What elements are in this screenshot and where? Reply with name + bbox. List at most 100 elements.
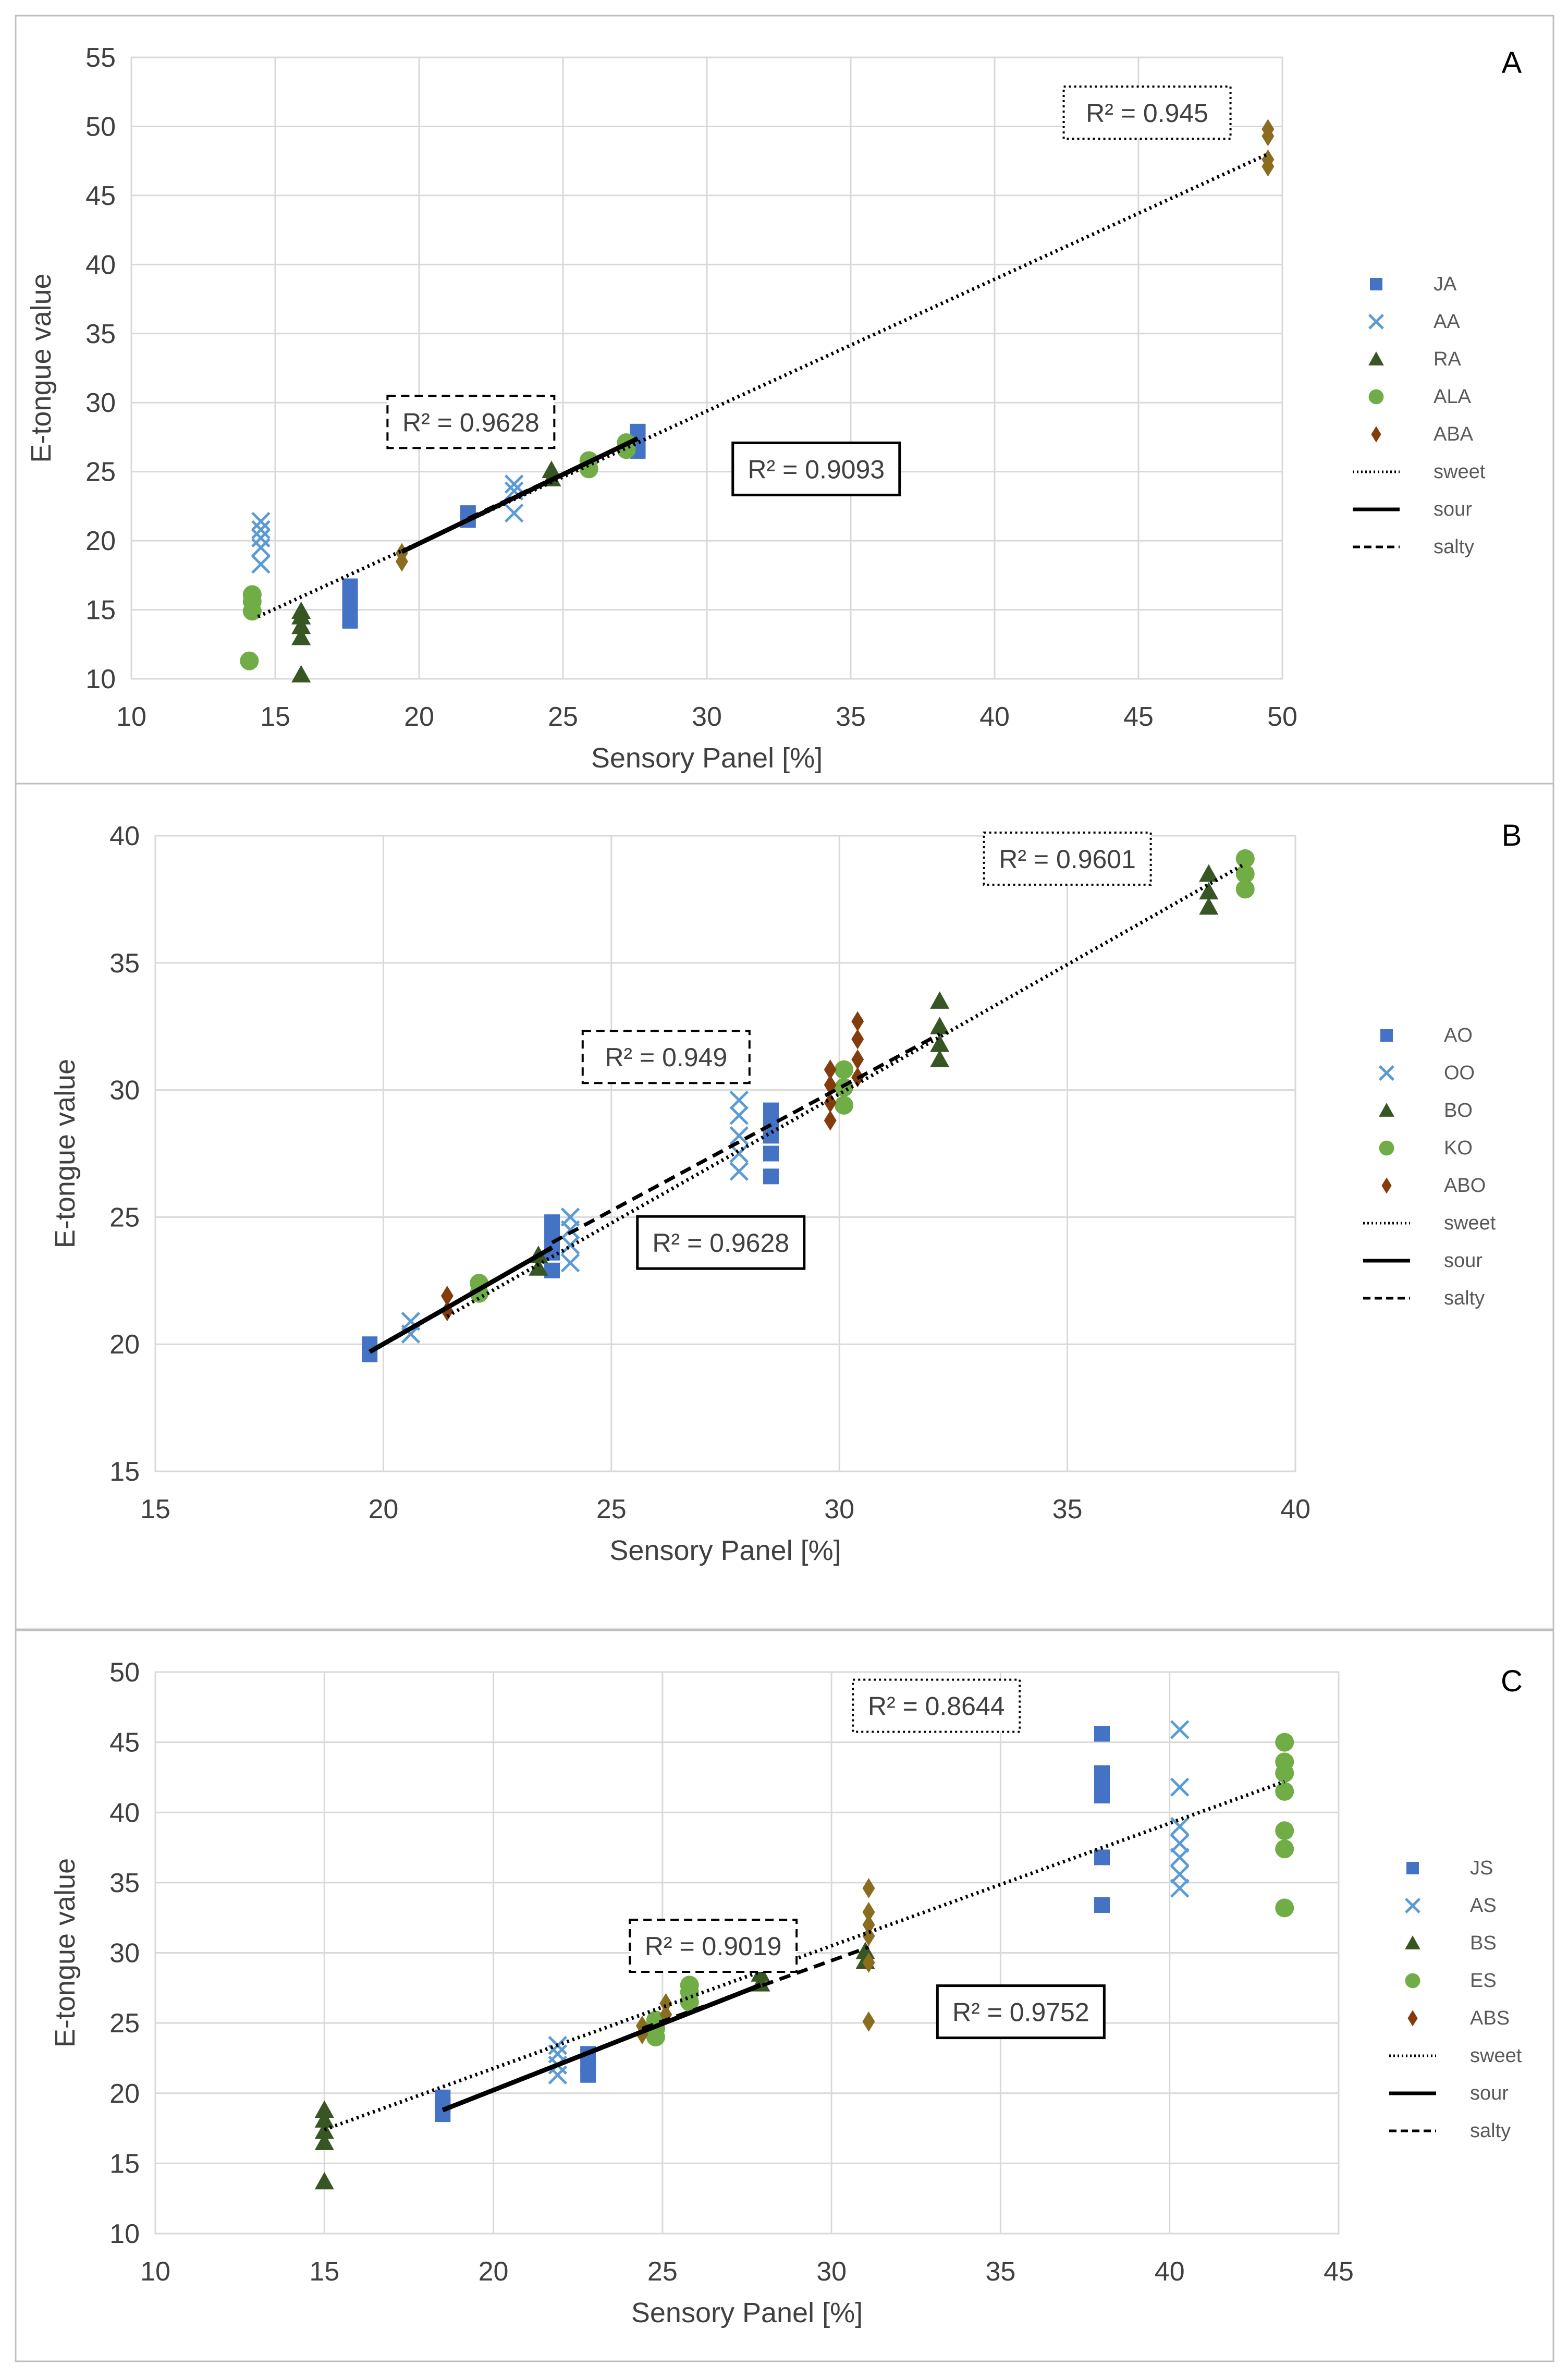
data-point-ao bbox=[544, 1214, 560, 1230]
panel-b-r2-label: R² = 0.9628 bbox=[652, 1228, 789, 1258]
data-point-oo-stroke-b bbox=[729, 1090, 749, 1110]
panel-a-xtick-label: 40 bbox=[979, 702, 1010, 732]
data-point-as-stroke-b bbox=[1170, 1720, 1190, 1739]
data-point-bo bbox=[1199, 882, 1219, 900]
data-point-bs bbox=[314, 2121, 334, 2139]
data-point-oo-stroke-b bbox=[401, 1312, 421, 1331]
panel-c-r2-label: R² = 0.9019 bbox=[645, 1932, 782, 1961]
data-point-aa bbox=[504, 474, 524, 494]
panel-b-x-axis-title: Sensory Panel [%] bbox=[609, 1535, 841, 1566]
data-point-oo-stroke-b bbox=[729, 1106, 749, 1125]
data-point-bs bbox=[855, 1942, 875, 1959]
panel-b-legend-label: ABO bbox=[1444, 1175, 1486, 1197]
panel-c-xtick-label: 25 bbox=[647, 2257, 678, 2287]
data-point-as bbox=[1170, 1879, 1190, 1898]
panel-c-xtick-label: 45 bbox=[1324, 2257, 1354, 2287]
data-point-oo-stroke-b bbox=[729, 1144, 749, 1163]
data-point-as bbox=[1170, 1848, 1190, 1867]
panel-a-ytick-label: 40 bbox=[85, 250, 116, 280]
panel-b-legend-marker-ko bbox=[1379, 1140, 1394, 1156]
panel-a: 10 15 20 25 30 35 40 45 50 10 15 20 25 30 35 40 45 50 55 Se… bbox=[15, 15, 1554, 788]
panel-c-r2-box bbox=[936, 1984, 1106, 2040]
data-point-ao bbox=[763, 1128, 779, 1144]
panel-a-y-axis-title: E-tongue value bbox=[26, 273, 57, 462]
panel-b-legend-label: sweet bbox=[1444, 1212, 1496, 1234]
panel-b-trendline-sweet bbox=[446, 862, 1246, 1318]
data-point-bo bbox=[1199, 897, 1219, 915]
panel-a-legend-label: sour bbox=[1434, 498, 1472, 520]
panel-c-legend-label: sour bbox=[1470, 2082, 1509, 2104]
data-point-bs bbox=[314, 2110, 334, 2128]
panel-b-legend-marker-oo-stroke-b bbox=[1379, 1065, 1394, 1081]
data-point-oo bbox=[729, 1090, 749, 1110]
panel-b-xtick-label: 30 bbox=[824, 1494, 854, 1525]
data-point-oo bbox=[560, 1208, 580, 1227]
panel-a-xtick-label: 10 bbox=[116, 702, 146, 732]
panel-a-x-axis-title: Sensory Panel [%] bbox=[591, 742, 823, 774]
panel-a-ytick-label: 35 bbox=[85, 319, 116, 349]
panel-c-ytick-label: 25 bbox=[109, 2008, 140, 2039]
panel-c-xtick-label: 15 bbox=[309, 2257, 339, 2287]
data-point-oo bbox=[729, 1106, 749, 1125]
data-point-ra bbox=[542, 460, 561, 478]
panel-a-legend-label: AA bbox=[1434, 311, 1460, 333]
panel-b-trendline-salty bbox=[551, 1032, 941, 1245]
panel-a-trendline-salty bbox=[467, 436, 639, 520]
panel-a-r2-box bbox=[1062, 85, 1232, 140]
panel-b-legend-label: AO bbox=[1444, 1025, 1473, 1046]
data-point-as bbox=[1170, 1834, 1190, 1853]
panel-a-xtick-label: 50 bbox=[1267, 702, 1297, 732]
panel-b-trendline-sour bbox=[368, 1246, 554, 1354]
panel-c-series-bs bbox=[314, 1942, 875, 2190]
data-point-abs bbox=[862, 1914, 875, 1935]
panel-b-series-oo bbox=[401, 1090, 749, 1344]
panel-a-ytick-label: 25 bbox=[85, 457, 116, 487]
data-point-js bbox=[1094, 1726, 1110, 1742]
data-point-oo-stroke-b bbox=[560, 1253, 580, 1273]
panel-c-r2-box bbox=[852, 1678, 1021, 1733]
data-point-oo bbox=[729, 1126, 749, 1145]
data-point-aa bbox=[251, 511, 271, 531]
data-point-ko bbox=[1235, 849, 1255, 868]
panel-b-ytick-label: 35 bbox=[109, 948, 140, 979]
panel-b-xtick-label: 20 bbox=[368, 1494, 398, 1525]
data-point-ko bbox=[1235, 864, 1255, 884]
panel-a-legend-marker-ja bbox=[1370, 278, 1382, 290]
panel-a-r2-label: R² = 0.9628 bbox=[402, 408, 540, 437]
data-point-bo bbox=[930, 1017, 950, 1034]
panel-c-legend-label: AS bbox=[1470, 1895, 1497, 1917]
panel-c-xtick-label: 10 bbox=[140, 2257, 170, 2287]
data-point-bs bbox=[751, 1964, 770, 1982]
panel-b-legend-marker-bo bbox=[1379, 1103, 1394, 1117]
panel-c-ytick-label: 30 bbox=[109, 1938, 140, 1969]
panel-b-plot-area bbox=[154, 835, 1296, 1472]
data-point-as bbox=[1170, 1864, 1190, 1884]
data-point-abo bbox=[824, 1092, 837, 1113]
data-point-aa-stroke-b bbox=[504, 474, 524, 494]
panel-c-ytick-label: 45 bbox=[109, 1728, 140, 1758]
panel-c-legend-label: salty bbox=[1470, 2120, 1511, 2142]
data-point-abs bbox=[862, 2011, 875, 2032]
panel-c-trendline-sour bbox=[442, 1983, 762, 2113]
panel-c-xtick-label: 40 bbox=[1155, 2257, 1185, 2287]
panel-a-r2-box bbox=[386, 395, 556, 449]
panel-a-legend-marker-ala bbox=[1368, 389, 1384, 405]
data-point-as-stroke-b bbox=[1170, 1777, 1190, 1797]
data-point-es bbox=[1275, 1752, 1294, 1772]
data-point-abo bbox=[440, 1286, 454, 1307]
data-point-as-stroke-b bbox=[1170, 1879, 1190, 1898]
data-point-ko bbox=[1235, 880, 1255, 899]
data-point-bs bbox=[314, 2100, 334, 2118]
data-point-as bbox=[1170, 1777, 1190, 1797]
panel-b-r2-box bbox=[636, 1215, 806, 1270]
data-point-ala bbox=[240, 651, 259, 670]
panel-a-series-aa bbox=[251, 474, 524, 574]
panel-a-xtick-label: 15 bbox=[260, 702, 290, 732]
panel-a-ytick-label: 30 bbox=[85, 388, 116, 418]
panel-c-r2-label: R² = 0.9752 bbox=[952, 1998, 1089, 2027]
data-point-bs bbox=[314, 2132, 334, 2150]
panel-b-panel-label: B bbox=[1502, 819, 1522, 852]
panel-b-legend-marker-oo bbox=[1379, 1065, 1394, 1081]
panel-c-r2-box bbox=[629, 1919, 798, 1973]
